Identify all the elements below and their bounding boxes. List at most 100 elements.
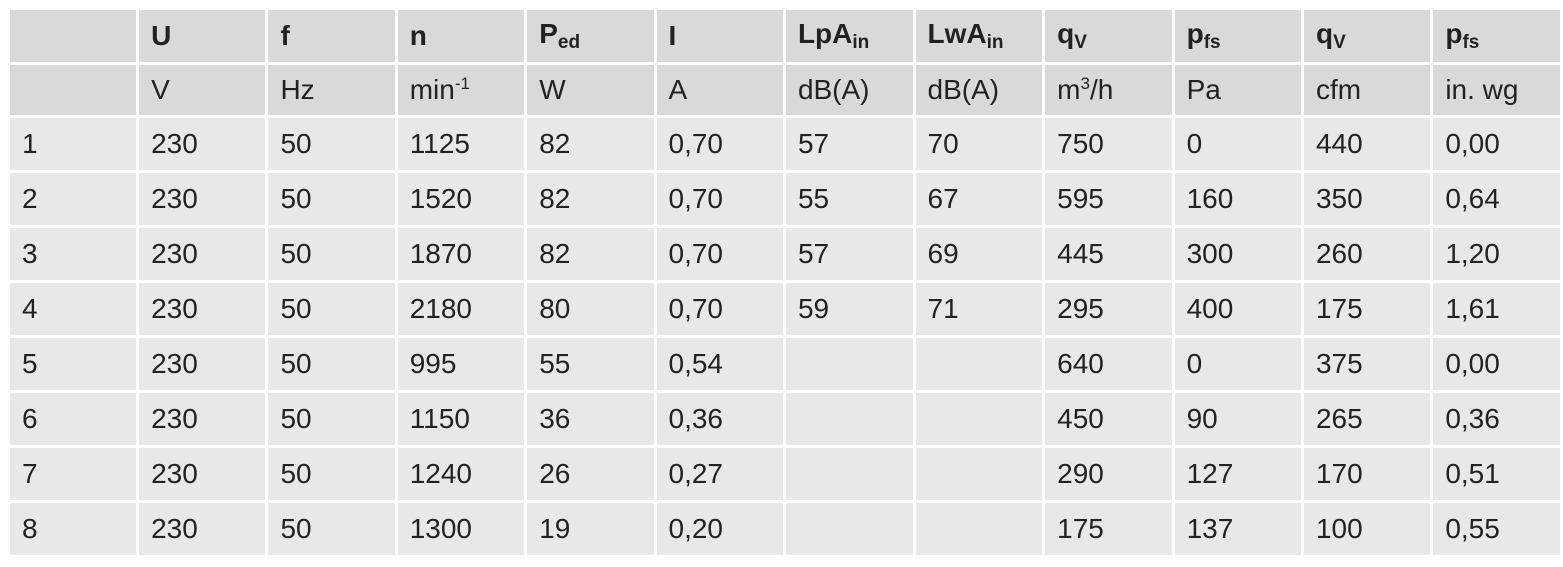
header-cell-subscript: fs: [1462, 32, 1480, 53]
value-cell: 26: [527, 448, 654, 500]
header-cell-text: f: [280, 20, 290, 51]
value-cell: 50: [268, 173, 395, 225]
header-cell-subscript: V: [1333, 32, 1346, 53]
value-cell: 59: [785, 283, 913, 335]
value-cell: 170: [1303, 448, 1431, 500]
header-cell-text: n: [409, 20, 427, 51]
data-row: 2 230 50 1520 82 0,70 55 67 595 160 350 0,64: [10, 173, 1560, 225]
unit-cell: W: [527, 65, 654, 115]
row-number: 5: [10, 338, 137, 390]
header-cell: U: [139, 10, 266, 62]
value-cell: 55: [785, 173, 913, 225]
header-cell-subscript: V: [1074, 32, 1087, 53]
value-cell: 57: [785, 118, 913, 170]
header-cell: LwAin: [915, 10, 1043, 62]
value-cell: 82: [527, 173, 654, 225]
header-cell-text: P: [539, 18, 558, 49]
value-cell: 50: [268, 393, 395, 445]
value-cell: 0,27: [656, 448, 783, 500]
header-cell-subscript: ed: [557, 32, 581, 53]
value-cell: 36: [527, 393, 654, 445]
value-cell: 175: [1303, 283, 1431, 335]
value-cell: 0,54: [656, 338, 783, 390]
value-cell: 440: [1303, 118, 1431, 170]
value-cell: 0,36: [656, 393, 783, 445]
unit-cell-text: W: [539, 74, 566, 105]
value-cell: 50: [268, 228, 395, 280]
data-row: 6 230 50 1150 36 0,36 450 90 265 0,36: [10, 393, 1560, 445]
data-row: 1 230 50 1125 82 0,70 57 70 750 0 440 0,00: [10, 118, 1560, 170]
data-row: 5 230 50 995 55 0,54 640 0 375 0,00: [10, 338, 1560, 390]
value-cell: 295: [1045, 283, 1172, 335]
value-cell: 640: [1045, 338, 1172, 390]
value-cell: 1150: [397, 393, 525, 445]
header-cell-text: I: [668, 20, 677, 51]
header-cell-text: q: [1057, 18, 1075, 49]
unit-cell: dB(A): [785, 65, 913, 115]
value-cell: 0,00: [1433, 338, 1560, 390]
unit-cell-text: in. wg: [1445, 74, 1519, 105]
header-cell-text: q: [1315, 18, 1334, 49]
row-number: 1: [10, 118, 137, 170]
value-cell: 70: [915, 118, 1043, 170]
data-row: 7 230 50 1240 26 0,27 290 127 170 0,51: [10, 448, 1560, 500]
header-cell-subscript: in: [986, 32, 1004, 53]
unit-cell: min-1: [397, 65, 525, 115]
empty-cell: [915, 338, 1043, 390]
value-cell: 265: [1303, 393, 1431, 445]
unit-cell: Hz: [268, 65, 395, 115]
header-cell: f: [268, 10, 395, 62]
value-cell: 0,70: [656, 228, 783, 280]
value-cell: 595: [1045, 173, 1172, 225]
unit-cell-text: A: [668, 74, 688, 105]
value-cell: 375: [1303, 338, 1431, 390]
value-cell: 50: [268, 118, 395, 170]
unit-cell: cfm: [1303, 65, 1431, 115]
data-row: 8 230 50 1300 19 0,20 175 137 100 0,55: [10, 503, 1560, 555]
value-cell: 1125: [397, 118, 525, 170]
header-cell: I: [656, 10, 783, 62]
header-cell-text: U: [151, 20, 172, 51]
value-cell: 67: [915, 173, 1043, 225]
header-cell: Ped: [527, 10, 654, 62]
header-cell: pfs: [1174, 10, 1301, 62]
value-cell: 750: [1045, 118, 1172, 170]
unit-cell: V: [139, 65, 266, 115]
value-cell: 50: [268, 338, 395, 390]
value-cell: 1,61: [1433, 283, 1560, 335]
value-cell: 0,70: [656, 283, 783, 335]
value-cell: 0,70: [656, 173, 783, 225]
unit-cell-text: min: [409, 74, 455, 105]
unit-cell-superscript: -1: [454, 74, 470, 93]
value-cell: 127: [1174, 448, 1301, 500]
unit-cell-superscript: 3: [1080, 74, 1090, 93]
unit-cell: Pa: [1174, 65, 1301, 115]
value-cell: 50: [268, 283, 395, 335]
empty-cell: [785, 393, 913, 445]
value-cell: 50: [268, 503, 395, 555]
value-cell: 50: [268, 448, 395, 500]
value-cell: 175: [1045, 503, 1172, 555]
unit-cell: in. wg: [1433, 65, 1560, 115]
value-cell: 57: [785, 228, 913, 280]
value-cell: 0,20: [656, 503, 783, 555]
value-cell: 290: [1045, 448, 1172, 500]
value-cell: 160: [1174, 173, 1301, 225]
header-cell: qV: [1045, 10, 1172, 62]
row-number: 7: [10, 448, 137, 500]
value-cell: 0: [1174, 338, 1301, 390]
value-cell: 90: [1174, 393, 1301, 445]
value-cell: 450: [1045, 393, 1172, 445]
header-cell: pfs: [1433, 10, 1560, 62]
empty-cell: [10, 65, 137, 115]
value-cell: 1300: [397, 503, 525, 555]
value-cell: 69: [915, 228, 1043, 280]
unit-cell-text: cfm: [1315, 74, 1362, 105]
unit-cell-suffix: /h: [1089, 74, 1114, 105]
empty-cell: [915, 503, 1043, 555]
value-cell: 2180: [397, 283, 525, 335]
empty-cell: [785, 503, 913, 555]
